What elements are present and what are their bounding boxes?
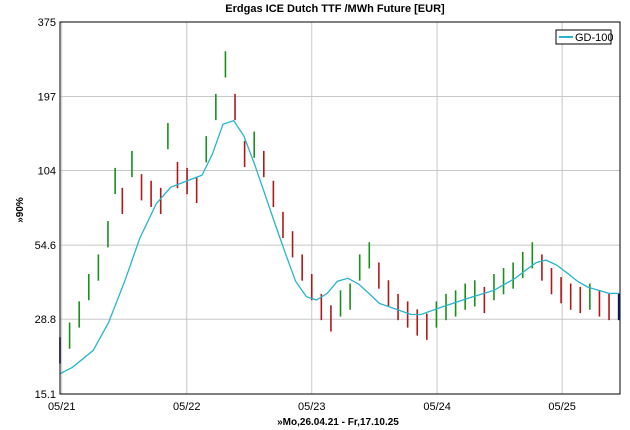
x-tick-label: 05/22 bbox=[173, 401, 201, 413]
y-axis-label: »90% bbox=[15, 197, 26, 223]
y-tick-label: 104 bbox=[38, 166, 56, 178]
y-tick-label: 375 bbox=[38, 17, 56, 29]
legend-box bbox=[555, 29, 612, 45]
moving-average bbox=[59, 119, 620, 375]
y-tick-label: 197 bbox=[38, 92, 56, 104]
x-axis-label: »Mo,26.04.21 - Fr,17.10.25 bbox=[277, 417, 399, 428]
y-tick-label: 28.8 bbox=[35, 314, 56, 326]
y-tick-label: 15.1 bbox=[35, 389, 56, 401]
x-axis: 05/21 05/22 05/23 05/24 05/25 bbox=[48, 401, 576, 413]
x-tick-label: 05/24 bbox=[423, 401, 451, 413]
y-axis: 375 197 104 54.6 28.8 15.1 bbox=[35, 17, 56, 401]
chart-title: Erdgas ICE Dutch TTF /MWh Future [EUR] bbox=[225, 3, 445, 15]
legend: GD-100 bbox=[555, 29, 614, 45]
x-tick-label: 05/21 bbox=[48, 401, 76, 413]
gd100-line bbox=[59, 119, 620, 375]
legend-label-gd100: GD-100 bbox=[575, 32, 614, 44]
y-tick-label: 54.6 bbox=[35, 240, 56, 252]
x-tick-label: 05/23 bbox=[298, 401, 326, 413]
plot-frame bbox=[59, 21, 621, 395]
x-tick-label: 05/25 bbox=[548, 401, 576, 413]
